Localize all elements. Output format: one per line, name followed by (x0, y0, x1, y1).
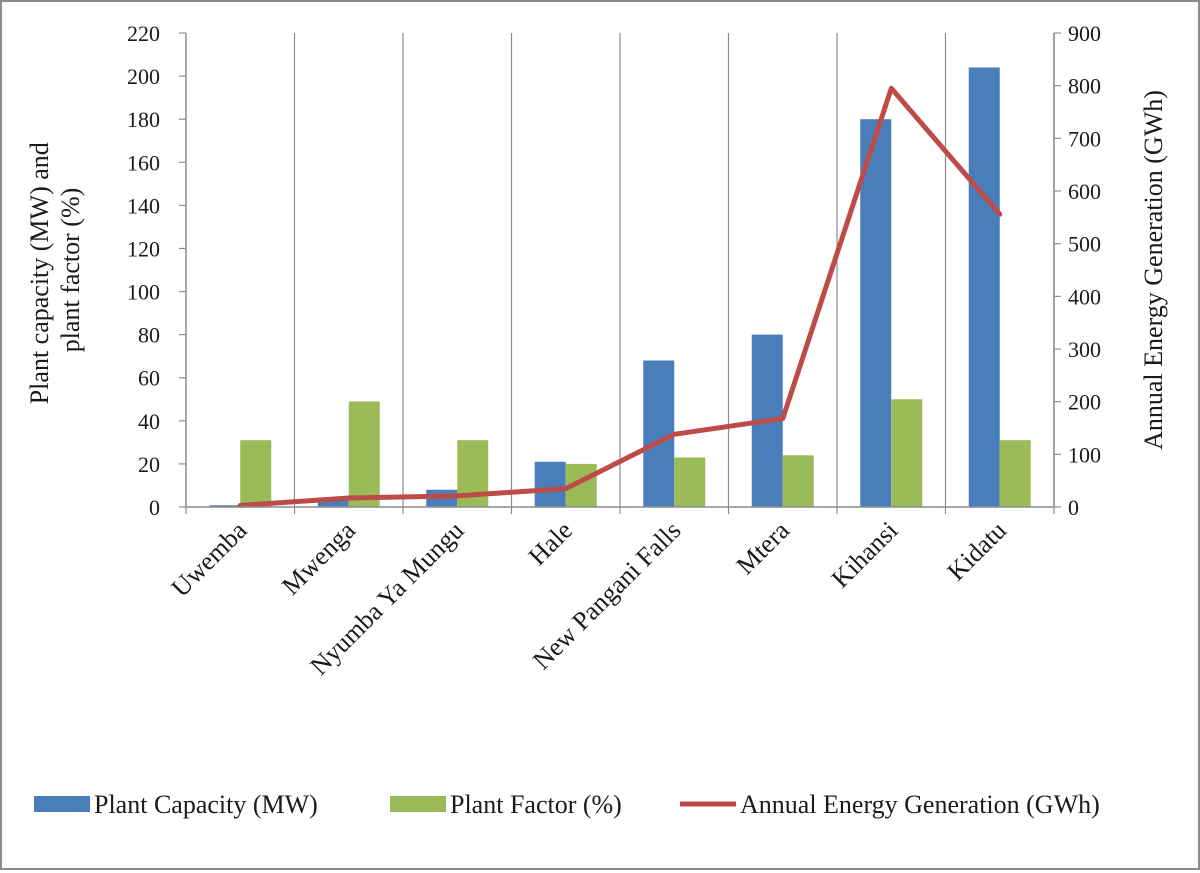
y-tick-label: 120 (127, 236, 160, 261)
y-tick-label: 200 (127, 64, 160, 89)
bar-factor (348, 401, 380, 507)
y-tick-label: 220 (127, 21, 160, 46)
legend-swatch-factor (390, 796, 446, 812)
y-tick-label: 40 (138, 409, 160, 434)
y2-tick-label: 200 (1068, 390, 1101, 415)
gridlines (293, 33, 1055, 507)
y2-tick-label: 100 (1068, 442, 1101, 467)
y2-tick-label: 800 (1068, 74, 1101, 99)
category-label: Uwemba (166, 515, 253, 602)
y2-tick-label: 900 (1068, 21, 1101, 46)
legend: Plant Capacity (MW) Plant Factor (%) Ann… (34, 790, 1100, 819)
y-tick-label: 100 (127, 280, 160, 305)
bar-capacity (643, 360, 675, 507)
category-label: Mwenga (276, 515, 361, 600)
y2-tick-label: 600 (1068, 179, 1101, 204)
bar-factor (999, 440, 1031, 507)
bar-capacity (534, 461, 566, 507)
category-label: Kidatu (941, 516, 1012, 587)
bar-capacity (317, 498, 349, 507)
y-axis-title: Plant capacity (MW) and plant factor (%) (25, 136, 85, 405)
y2-tick-label: 700 (1068, 126, 1101, 151)
energy-line (237, 85, 1003, 508)
y-tick-label: 80 (138, 323, 160, 348)
category-label: Hale (523, 516, 578, 571)
bar-factor (891, 399, 923, 507)
bar-factor (782, 455, 814, 507)
category-label: Mtera (731, 515, 796, 580)
y-axis-title-line-2: plant factor (%) (56, 188, 85, 353)
y-tick-label: 0 (149, 495, 160, 520)
tick-labels: 0 20 40 60 80 100 120 140 160 180 200 220 0 100 200 300… (127, 21, 1101, 520)
bar-factor (240, 440, 272, 507)
axes (179, 32, 1061, 514)
bar-capacity (209, 505, 241, 507)
y2-tick-label: 500 (1068, 232, 1101, 257)
y2-tick-label: 400 (1068, 284, 1101, 309)
category-label: Kihansi (826, 516, 904, 594)
y-axis-title-line-1: Plant capacity (MW) and (25, 142, 54, 404)
energy-series-line (237, 85, 1003, 508)
legend-label-capacity: Plant Capacity (MW) (94, 790, 318, 819)
legend-label-energy: Annual Energy Generation (GWh) (740, 790, 1100, 819)
bar-capacity (860, 119, 892, 507)
legend-label-factor: Plant Factor (%) (450, 790, 622, 819)
y-tick-label: 160 (127, 150, 160, 175)
y2-tick-label: 300 (1068, 337, 1101, 362)
bar-factor (674, 457, 706, 507)
y2-tick-label: 0 (1068, 495, 1079, 520)
bar-capacity (968, 67, 1000, 508)
y-tick-label: 180 (127, 107, 160, 132)
y-tick-label: 60 (138, 366, 160, 391)
legend-swatch-capacity (34, 796, 90, 812)
y-tick-label: 140 (127, 193, 160, 218)
y-tick-label: 20 (138, 452, 160, 477)
y2-axis-title: Annual Energy Generation (GWh) (1139, 90, 1168, 450)
